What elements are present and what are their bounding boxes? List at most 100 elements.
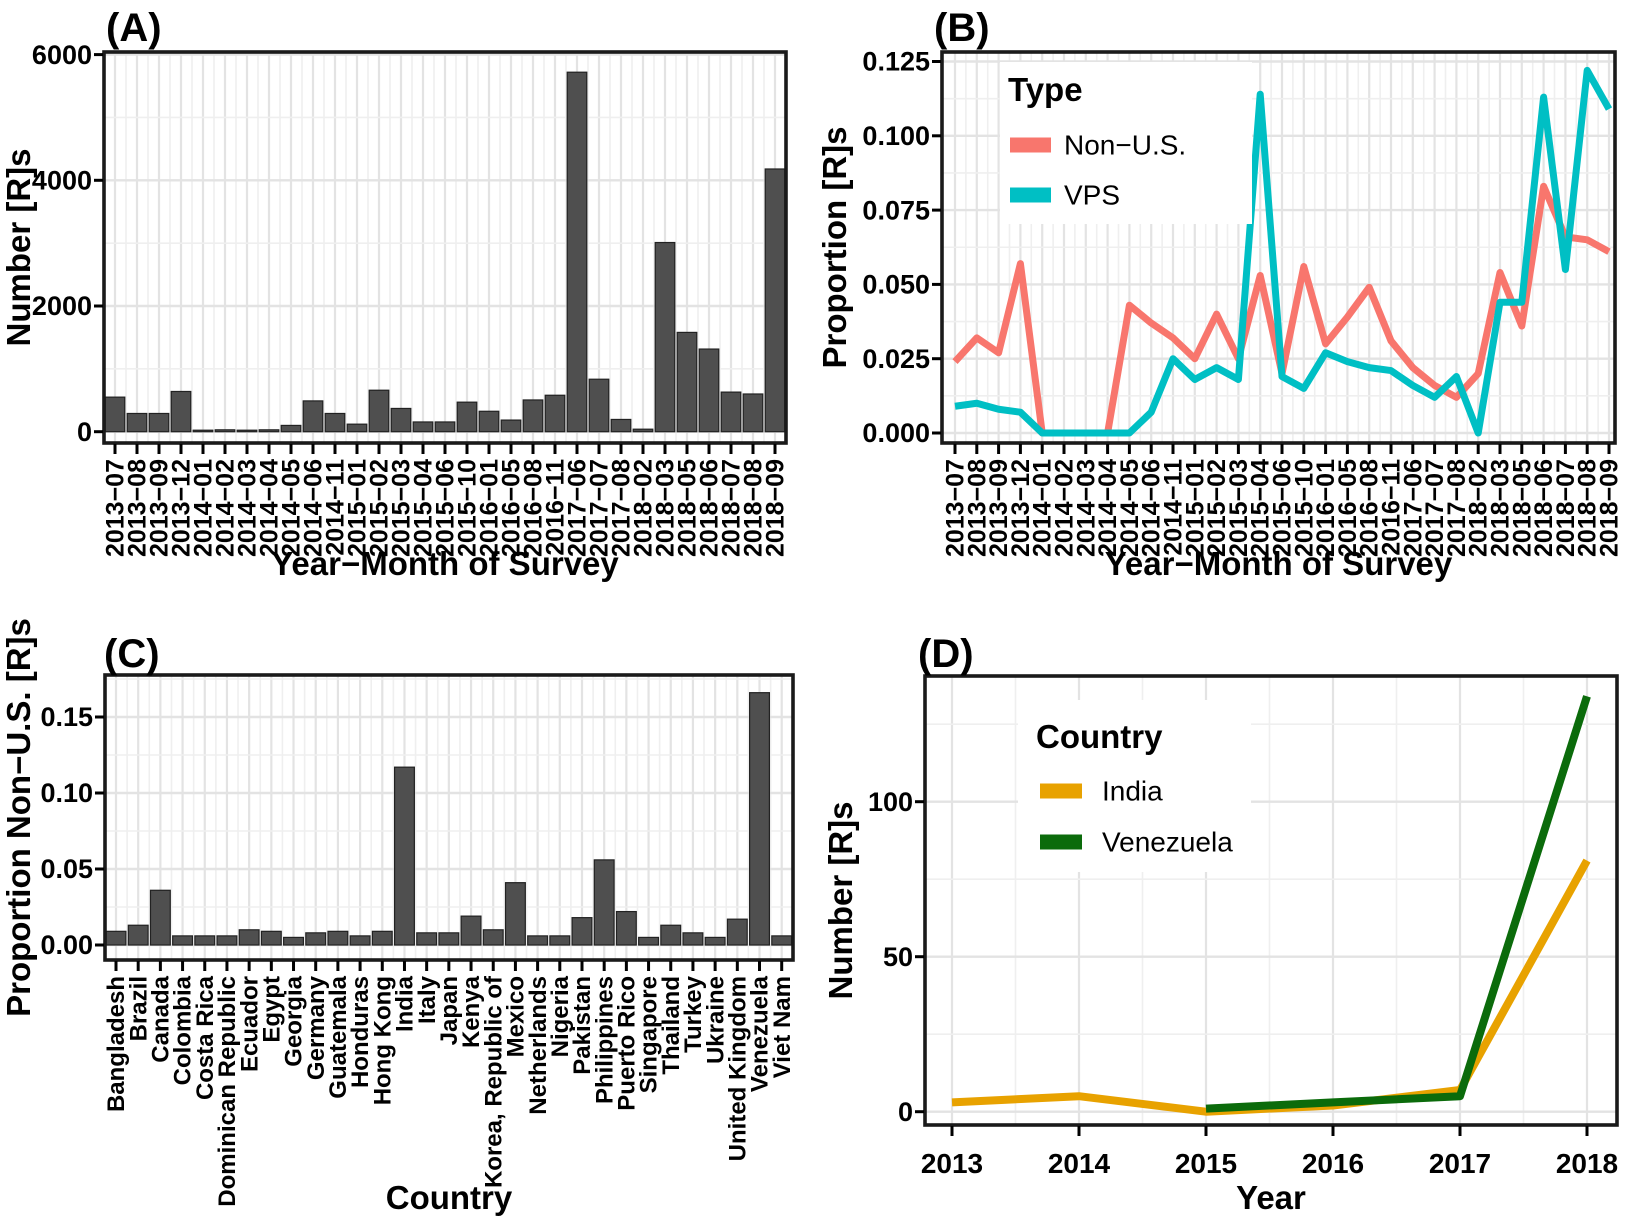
x-tick-label: 2015−10 <box>454 459 482 557</box>
bar-2014−11 <box>324 412 346 433</box>
panel-d-chart: 0 50 100 2013 2014 2015 2016 2017 2018 Year Number… <box>822 674 1619 1216</box>
y-axis: 0 50 100 <box>868 787 924 1127</box>
x-tick-label: Pakistan <box>569 976 596 1075</box>
x-tick-label: 2018−08 <box>740 459 768 557</box>
bar-2016−05 <box>500 419 522 433</box>
x-tick-label: 2018 <box>1556 1148 1618 1179</box>
bar-Italy <box>416 932 438 946</box>
y-tick-label: 4000 <box>32 165 92 195</box>
bar-Thailand <box>660 924 682 946</box>
x-tick-label: 2014−03 <box>234 459 262 557</box>
bar-2014−04 <box>258 429 280 433</box>
legend-swatch-VPS <box>1010 187 1051 203</box>
x-tick-label: Singapore <box>636 976 663 1093</box>
x-tick-label: Netherlands <box>525 976 552 1115</box>
x-axis-title: Year−Month of Survey <box>1105 545 1453 582</box>
x-axis-title: Year−Month of Survey <box>271 545 619 582</box>
panel-c: (C) 0.00 0.05 0.10 0.15 Bangladesh Brazil Cana… <box>0 608 812 1217</box>
plot-area: 0.0000.0250.0500.0750.1000.1252013−07201… <box>816 47 1624 582</box>
panel-c-label: (C) <box>104 632 160 676</box>
y-axis: 0 2000 4000 6000 <box>32 40 103 447</box>
bar-Nigeria <box>549 935 571 946</box>
bar-2016−11 <box>544 394 566 433</box>
x-tick-label: 2018−07 <box>718 459 746 557</box>
x-tick-label: Ecuador <box>236 976 263 1072</box>
bar-Brazil <box>127 924 149 946</box>
bar-Japan <box>438 932 460 946</box>
x-tick-label: 2018−05 <box>674 459 702 557</box>
line-VPS <box>954 66 1613 437</box>
x-tick-label: 2014−04 <box>256 459 284 557</box>
bar-2018−08 <box>742 393 764 433</box>
x-tick-label: 2014−06 <box>1138 459 1166 557</box>
bar-2014−05 <box>280 424 302 433</box>
y-tick-label: 50 <box>883 942 913 972</box>
bar-Singapore <box>638 936 660 946</box>
panel-b-label: (B) <box>934 6 990 50</box>
x-axis: 2013−072013−082013−092013−122014−012014−… <box>102 444 790 557</box>
y-tick-label: 0.10 <box>40 778 93 808</box>
y-tick-label: 0.05 <box>40 854 93 884</box>
bar-2016−01 <box>478 410 500 433</box>
x-tick-label: 2013−09 <box>146 459 174 557</box>
bar-Georgia <box>283 936 305 946</box>
x-tick-label: Viet Nam <box>769 976 796 1078</box>
bar-2014−06 <box>302 400 324 433</box>
x-tick-label: 2014−03 <box>1072 459 1100 557</box>
x-axis: 2013 2014 2015 2016 2017 2018 <box>921 1126 1618 1179</box>
bar-Mexico <box>504 882 526 946</box>
bar-United Kingdom <box>726 918 748 946</box>
bar-Bangladesh <box>105 930 127 946</box>
y-tick-label: 0.125 <box>862 47 930 77</box>
bar-2016−08 <box>522 399 544 433</box>
bar-2015−02 <box>368 389 390 433</box>
x-axis: 2013−072013−082013−092013−122014−012014−… <box>942 444 1624 557</box>
series-lines <box>952 66 1613 437</box>
x-tick-label: 2016−08 <box>520 459 548 557</box>
panel-a: (A) 0 2000 4000 6000 2013−07 2013−08 2013−09 20… <box>0 0 812 608</box>
bar-2014−01 <box>192 429 214 433</box>
x-tick-label: 2013−08 <box>963 459 991 557</box>
gridlines <box>942 52 1615 443</box>
legend-swatch-Non−U.S. <box>1010 137 1051 153</box>
x-tick-label: Italy <box>414 975 441 1024</box>
x-tick-label: 2016−11 <box>1378 459 1406 556</box>
bar-Colombia <box>172 935 194 946</box>
x-tick-label: Venezuela <box>747 975 774 1092</box>
bar-Korea, Republic of <box>482 929 504 946</box>
y-axis-title: Proportion Non−U.S. [R]s <box>0 618 37 1017</box>
bar-2013−08 <box>126 412 148 433</box>
panel-border <box>940 50 1617 445</box>
bar-Honduras <box>349 935 371 946</box>
x-tick-label: 2018−06 <box>1530 459 1558 557</box>
x-tick-label: Costa Rica <box>192 975 219 1100</box>
x-tick-label: Guatemala <box>325 975 352 1098</box>
x-tick-label: Egypt <box>258 976 285 1043</box>
x-tick-label: 2014−05 <box>1116 459 1144 557</box>
x-tick-label: 2017 <box>1429 1148 1491 1179</box>
y-tick-label: 100 <box>868 787 913 817</box>
x-tick-label: 2014−04 <box>1094 459 1122 557</box>
bar-Puerto Rico <box>615 910 637 946</box>
y-tick-label: 0.075 <box>862 195 930 225</box>
x-tick-label: 2014 <box>1048 1148 1111 1179</box>
x-tick-label: 2015−03 <box>388 459 416 557</box>
legend: Type Non−U.S. VPS <box>1000 62 1252 224</box>
x-tick-label: Colombia <box>170 975 197 1085</box>
x-axis-title: Country <box>386 1179 513 1216</box>
bar-Turkey <box>682 932 704 946</box>
y-tick-label: 0.000 <box>862 418 930 448</box>
x-tick-label: Brazil <box>125 976 152 1041</box>
x-tick-label: 2016−11 <box>542 459 570 556</box>
bars <box>104 71 786 433</box>
x-tick-label: 2014−01 <box>190 459 218 557</box>
legend-label: Non−U.S. <box>1064 130 1186 161</box>
legend-label: VPS <box>1064 180 1120 211</box>
x-tick-label: Canada <box>148 975 175 1062</box>
x-tick-label: Korea, Republic of <box>480 975 507 1188</box>
bar-Germany <box>305 932 327 946</box>
x-tick-label: 2015−01 <box>1181 459 1209 557</box>
x-tick-label: 2014−01 <box>1029 459 1057 557</box>
x-tick-label: 2017−08 <box>608 459 636 557</box>
